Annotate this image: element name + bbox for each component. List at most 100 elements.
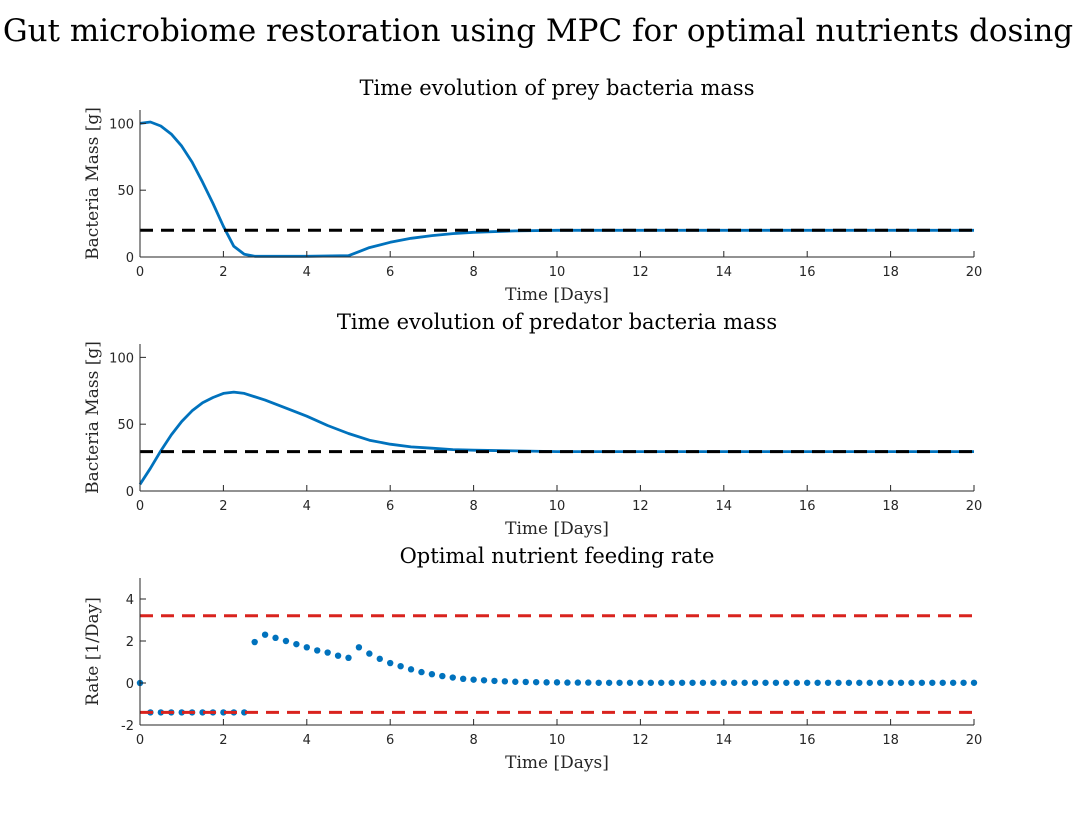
data-point (689, 679, 696, 686)
x-tick-label: 6 (386, 733, 394, 748)
data-point (845, 679, 853, 686)
data-point (491, 677, 498, 685)
data-point (647, 679, 655, 686)
data-point (626, 679, 634, 686)
x-tick-label: 4 (303, 499, 311, 514)
data-point (866, 679, 873, 686)
data-point (355, 644, 363, 651)
x-tick-label: 10 (549, 733, 566, 748)
data-point (439, 672, 446, 680)
y-tick-label: -2 (121, 719, 134, 734)
x-tick-label: 8 (469, 265, 477, 280)
x-tick-label: 16 (799, 499, 816, 514)
data-point (345, 654, 352, 661)
x-tick-label: 6 (386, 499, 394, 514)
data-point (449, 674, 456, 681)
data-point (501, 678, 509, 685)
x-axis-label: Time [Days] (505, 519, 609, 539)
x-axis-label: Time [Days] (505, 285, 609, 305)
data-point (605, 679, 613, 686)
data-point (428, 670, 436, 678)
data-point (762, 679, 769, 686)
x-tick-label: 4 (303, 733, 311, 748)
panel-title: Optimal nutrient feeding rate (400, 544, 715, 568)
x-tick-label: 2 (219, 733, 227, 748)
data-point (251, 638, 258, 646)
data-point (637, 679, 644, 686)
series-line (139, 120, 974, 258)
data-point (960, 679, 967, 686)
y-axis-label: Bacteria Mass [g] (83, 107, 103, 260)
data-point (272, 634, 279, 642)
data-point (814, 679, 821, 686)
data-point (157, 709, 165, 716)
x-tick-label: 14 (716, 265, 733, 280)
data-point (366, 650, 373, 657)
data-point (710, 679, 717, 686)
y-tick-label: 100 (109, 117, 134, 132)
panel-predator: Time evolution of predator bacteria mass… (83, 310, 982, 539)
y-tick-label: 4 (126, 593, 134, 608)
data-point (459, 675, 467, 682)
data-point (178, 709, 185, 716)
y-axis-label: Bacteria Mass [g] (83, 341, 103, 494)
data-point (824, 679, 832, 686)
x-tick-label: 12 (632, 733, 649, 748)
data-point (387, 659, 394, 667)
data-point (397, 663, 404, 670)
x-tick-label: 10 (549, 265, 566, 280)
x-tick-label: 16 (799, 733, 816, 748)
x-tick-label: 20 (966, 733, 983, 748)
data-point (856, 679, 863, 686)
data-point (678, 679, 686, 686)
x-tick-label: 20 (966, 499, 983, 514)
series-line (138, 390, 974, 486)
data-point (616, 679, 623, 686)
data-point (835, 679, 842, 686)
data-point (334, 652, 342, 659)
data-point (918, 679, 926, 686)
data-point (324, 649, 331, 656)
data-point (887, 679, 894, 686)
panel-prey: Time evolution of prey bacteria mass Tim… (83, 76, 982, 305)
y-tick-label: 0 (126, 677, 134, 692)
data-point (658, 679, 665, 686)
y-axis-label: Rate [1/Day] (83, 597, 103, 706)
x-tick-label: 6 (386, 265, 394, 280)
x-tick-label: 4 (303, 265, 311, 280)
data-point (668, 679, 675, 686)
data-point (793, 679, 800, 686)
data-point (772, 679, 780, 686)
data-point (303, 644, 310, 651)
data-point (553, 679, 561, 686)
data-point (585, 679, 592, 686)
data-point (418, 668, 425, 676)
data-point (470, 676, 477, 683)
panel-title: Time evolution of predator bacteria mass (337, 310, 777, 334)
x-tick-label: 12 (632, 265, 649, 280)
data-point (376, 655, 383, 663)
x-tick-label: 18 (882, 265, 899, 280)
data-point (241, 709, 248, 716)
data-point (699, 679, 707, 686)
x-tick-label: 14 (716, 499, 733, 514)
data-point (949, 679, 957, 686)
x-tick-label: 10 (549, 499, 566, 514)
data-point (929, 679, 936, 686)
y-tick-label: 100 (109, 351, 134, 366)
x-tick-label: 14 (716, 733, 733, 748)
x-axis-label: Time [Days] (505, 753, 609, 773)
data-point (282, 637, 290, 645)
data-point (407, 666, 415, 673)
data-point (261, 631, 269, 638)
panel-title: Time evolution of prey bacteria mass (360, 76, 755, 100)
x-tick-label: 0 (136, 733, 144, 748)
data-point (741, 679, 748, 686)
figure-title: Gut microbiome restoration using MPC for… (3, 13, 1073, 49)
data-point (220, 709, 227, 716)
x-tick-label: 12 (632, 499, 649, 514)
data-point (199, 709, 206, 716)
data-point (480, 677, 488, 684)
data-point (564, 679, 571, 686)
